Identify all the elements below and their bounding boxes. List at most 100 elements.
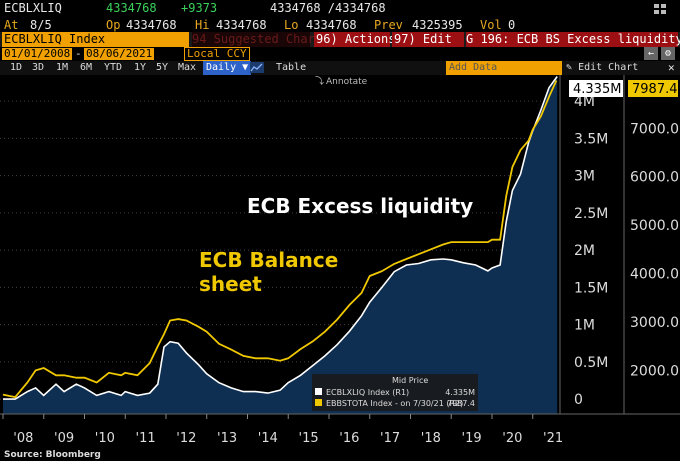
legend-name-balance: EBBSTOTA Index - on 7/30/21 (R2) [326,399,463,408]
left-tick-label: 4M [574,94,595,110]
x-tick-label: '15 [299,431,319,446]
x-tick-label: '18 [421,431,441,446]
x-tick-label: '10 [95,431,115,446]
excess-liquidity-area [3,76,558,414]
right-tick-label: 7000.0 [630,121,679,137]
legend-value-excess: 4.335M [445,388,475,397]
period-max[interactable]: Max [178,62,197,73]
quote-bar: ECBLXLIQ 4334768 +9373 4334768 /4334768 [0,0,680,17]
left-tick-label: 2M [574,243,595,259]
annotation-excess-liquidity: ECB Excess liquidity [247,194,473,218]
table-button[interactable]: Table [276,62,307,73]
gear-icon[interactable]: ⚙ [661,47,675,60]
x-tick-label: '09 [54,431,74,446]
open-value: 4334768 [126,18,177,32]
period-3d[interactable]: 3D [32,62,45,73]
edit-button[interactable]: 97) Edit [392,32,464,47]
right-tick-label: 6000.0 [630,170,679,186]
security-field[interactable]: ECBLXLIQ Index [2,32,189,47]
bid-ask: 4334768 /4334768 [270,1,386,15]
x-tick-label: '12 [176,431,196,446]
annotate-icon: ⤵ [315,76,324,87]
legend-name-excess: ECBLXLIQ Index (R1) [326,388,409,397]
period-bar: 1D 3D 1M 6M YTD 1Y 5Y Max Daily ▼ Table … [0,61,680,75]
currency-field[interactable]: Local CCY [184,47,250,61]
price-change: +9373 [181,1,218,15]
excess-last-badge [569,80,623,97]
chart-area: 4M 3.5M 3M 2.5M 2M 1.5M 1M 0.5M 0 7000.0 6000.0 50… [0,75,680,461]
legend-box [312,374,478,411]
legend: Mid Price ECBLXLIQ Index (R1) 4.335M EBB… [312,374,478,411]
prev-value: 4325395 [412,18,463,32]
annotate-button[interactable]: ⤵ Annotate [313,75,373,87]
last-price: 4334768 [106,1,157,15]
period-6m[interactable]: 6M [80,62,93,73]
security-bar: ECBLXLIQ Index 94 Suggested Charts 96) A… [0,32,680,47]
x-tick-label: '08 [13,431,33,446]
add-data-field[interactable]: Add Data [446,61,562,75]
right-tick-label: 2000.0 [630,363,679,379]
period-5y[interactable]: 5Y [156,62,169,73]
legend-value-balance: 7987.4 [447,399,475,408]
low-value: 4334768 [306,18,357,32]
line-chart-icon[interactable] [250,62,264,78]
period-ytd[interactable]: YTD [104,62,123,73]
edit-chart-label: Edit Chart [578,62,639,73]
right-tick-label: 4000.0 [630,267,679,283]
date-range-bar: 01/01/2008 - 08/06/2021 Local CCY ← ⚙ [0,47,680,61]
back-icon[interactable]: ← [644,47,658,60]
left-tick-label: 2.5M [574,206,608,222]
low-label: Lo [284,18,299,32]
legend-swatch-excess [315,388,322,395]
period-1m[interactable]: 1M [56,62,69,73]
x-tick-label: '14 [258,431,278,446]
suggested-charts-button[interactable]: 94 Suggested Charts [192,32,330,47]
at-label: At [4,18,19,32]
left-tick-label: 0 [574,392,583,408]
x-tick-label: '17 [380,431,400,446]
frequency-label: Daily [206,62,237,73]
x-tick-label: '16 [339,431,359,446]
balance-last-badge [628,80,678,97]
period-1d[interactable]: 1D [10,62,23,73]
left-tick-label: 0.5M [574,355,608,371]
high-label: Hi [195,18,210,32]
legend-title: Mid Price [392,376,428,385]
x-tick-label: '20 [502,431,522,446]
source-label: Source: Bloomberg [4,450,101,460]
frequency-select[interactable]: Daily ▼ [203,61,252,75]
close-icon[interactable]: ✕ [668,61,675,74]
right-tick-label: 5000.0 [630,218,679,234]
left-axis-ticks: 4M 3.5M 3M 2.5M 2M 1.5M 1M 0.5M 0 [574,94,608,408]
x-tick-label: '21 [543,431,563,446]
ohlc-bar: At 8/5 Op 4334768 Hi 4334768 Lo 4334768 … [0,17,680,33]
x-tick-label: '13 [217,431,237,446]
x-tick-label: '11 [136,431,156,446]
legend-swatch-balance [315,399,322,406]
open-label: Op [106,18,121,32]
prev-label: Prev [374,18,403,32]
at-time: 8/5 [30,18,52,32]
ticker-code: ECBLXLIQ [4,1,62,15]
grid-icon[interactable] [654,3,666,14]
period-1y[interactable]: 1Y [134,62,147,73]
x-tick-label: '19 [462,431,482,446]
left-tick-label: 1M [574,318,595,334]
edit-chart-button[interactable]: ✎ Edit Chart [566,61,638,75]
end-date-field[interactable]: 08/06/2021 [84,47,155,60]
high-value: 4334768 [216,18,267,32]
actions-button[interactable]: 96) Actions [314,32,396,47]
annotation-balance-sheet-1: ECB Balance [199,248,338,272]
annotation-balance-sheet-2: sheet [199,272,262,296]
volume-value: 0 [508,18,516,32]
balance-last-value: 7987.4 [632,82,678,97]
right-tick-label: 3000.0 [630,315,679,331]
start-date-field[interactable]: 01/01/2008 [2,47,73,60]
annotate-label: Annotate [326,77,368,87]
x-axis-ticks: '08 '09 '10 '11 '12 '13 '14 '15 '16 '17 '18 '19 '20 '… [2,414,563,446]
annotate-button-bg[interactable] [313,75,373,87]
excess-liquidity-line [3,76,558,400]
date-separator: - [75,47,82,60]
balance-sheet-line [2,80,558,399]
left-tick-label: 3.5M [574,131,608,147]
